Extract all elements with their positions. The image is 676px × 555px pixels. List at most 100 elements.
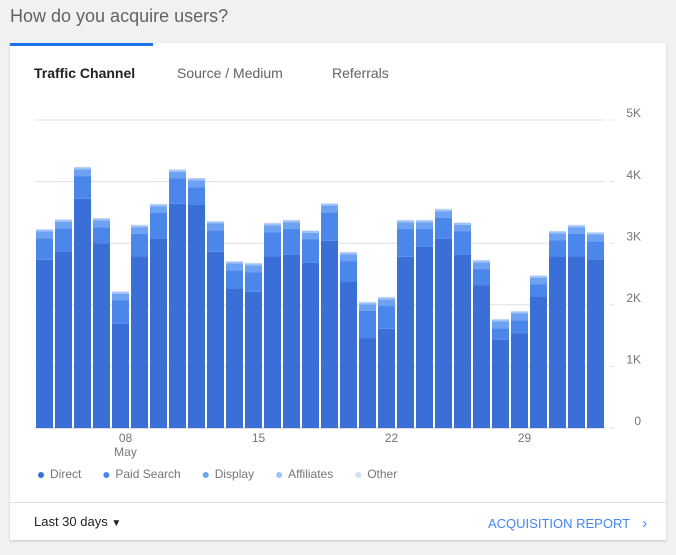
bar-segment xyxy=(587,234,604,242)
bar-segment xyxy=(207,251,224,428)
bar-segment xyxy=(473,259,490,261)
bar-segment xyxy=(302,232,319,240)
bar-segment xyxy=(188,180,205,188)
bar-segment xyxy=(473,285,490,428)
bar-segment xyxy=(302,230,319,231)
bar-segment xyxy=(150,203,167,205)
bar-segment xyxy=(587,232,604,235)
bar-segment xyxy=(112,323,129,428)
report-link-label[interactable]: ACQUISITION REPORT xyxy=(488,516,631,531)
bar-segment xyxy=(454,231,471,255)
bar-segment xyxy=(397,219,414,221)
chevron[interactable]: › xyxy=(642,515,648,532)
tab[interactable]: Referrals xyxy=(332,65,389,81)
bar-segment xyxy=(36,238,53,260)
legend-dot xyxy=(202,472,209,478)
bar-segment xyxy=(245,272,262,292)
bar-segment xyxy=(93,220,110,228)
bar-segment xyxy=(207,230,224,252)
bar-segment xyxy=(530,284,547,297)
bar-segment xyxy=(549,230,566,232)
bar-segment xyxy=(378,296,395,298)
bar-segment xyxy=(454,222,471,223)
bar-segment xyxy=(416,222,433,230)
bar-segment xyxy=(36,229,53,230)
bar-segment xyxy=(131,233,148,257)
bar-segment xyxy=(36,231,53,239)
bar-segment xyxy=(321,203,338,206)
bar-segment xyxy=(74,176,91,199)
dropdown-arrow[interactable]: ▼ xyxy=(111,518,122,529)
bar-segment xyxy=(473,269,490,286)
bar-segment xyxy=(492,319,509,322)
bar-segment xyxy=(549,233,566,241)
bar-segment xyxy=(397,229,414,257)
date-range-label[interactable]: Last 30 days xyxy=(34,514,108,529)
bar-segment xyxy=(74,169,91,177)
x-tick-label: 22 xyxy=(385,431,399,445)
y-tick-label: 5K xyxy=(626,106,641,120)
bar-segment xyxy=(568,224,585,226)
bar-segment xyxy=(378,299,395,307)
bar-segment xyxy=(188,178,205,181)
bar-segment xyxy=(511,320,528,334)
report-link[interactable]: ACQUISITION REPORT › xyxy=(488,515,647,532)
x-month-label: May xyxy=(114,445,137,459)
bar-segment xyxy=(150,204,167,207)
bar-segment xyxy=(55,251,72,428)
bar-segment xyxy=(397,222,414,230)
tab[interactable]: Source / Medium xyxy=(177,65,283,81)
bar-segment xyxy=(131,224,148,226)
date-range[interactable]: Last 30 days ▼ xyxy=(34,514,121,529)
legend-dot xyxy=(38,472,44,478)
bar-segment xyxy=(207,223,224,231)
bar-segment xyxy=(55,228,72,252)
bar-segment xyxy=(378,328,395,428)
bar-segment xyxy=(359,338,376,428)
y-tick-label: 3K xyxy=(626,229,641,243)
legend-label: Paid Search xyxy=(115,467,180,481)
bar-segment xyxy=(435,217,452,239)
bar-segment xyxy=(55,221,72,229)
bar-segment xyxy=(302,262,319,428)
legend-label: Direct xyxy=(50,467,82,481)
bar-segment xyxy=(530,275,547,276)
bar-segment xyxy=(264,256,281,428)
bar-segment xyxy=(150,238,167,428)
tab-indicator xyxy=(10,43,153,46)
bar-segment xyxy=(188,177,205,179)
bar-segment xyxy=(473,262,490,270)
bar-segment xyxy=(112,293,129,301)
x-tick-label: 29 xyxy=(518,431,532,445)
bar-segment xyxy=(283,229,300,255)
bar-segment xyxy=(321,212,338,241)
bar-segment xyxy=(245,291,262,428)
bar-segment xyxy=(74,167,91,170)
bar-segment xyxy=(245,263,262,266)
bar-segment xyxy=(283,222,300,230)
legend-label: Other xyxy=(367,467,397,481)
bar-segment xyxy=(264,232,281,257)
bar-segment xyxy=(245,265,262,273)
bar-segment xyxy=(302,230,319,233)
bar-segment xyxy=(55,219,72,222)
bar-segment xyxy=(112,291,129,294)
bar-segment xyxy=(112,300,129,324)
bar-segment xyxy=(416,219,433,221)
bar-segment xyxy=(340,252,357,255)
bar-segment xyxy=(511,313,528,321)
bar-segment xyxy=(359,302,376,305)
bar-segment xyxy=(340,254,357,262)
bar-segment xyxy=(226,270,243,289)
legend-dot xyxy=(276,472,283,478)
bar-segment xyxy=(188,187,205,206)
bar-segment xyxy=(283,254,300,428)
tab[interactable]: Traffic Channel xyxy=(34,65,136,81)
bar-segment xyxy=(131,256,148,428)
bar-segment xyxy=(226,263,243,271)
bar-segment xyxy=(131,227,148,234)
bar-segment xyxy=(397,256,414,428)
y-tick-label: 1K xyxy=(626,353,641,367)
bar-segment xyxy=(492,318,509,320)
